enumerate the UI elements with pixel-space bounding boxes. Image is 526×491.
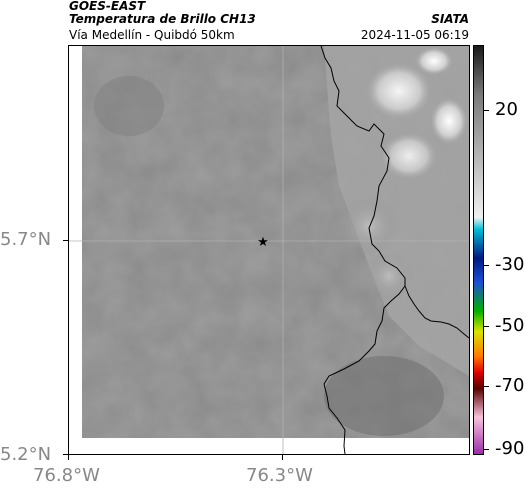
x-tick-label: 76.3°W: [246, 465, 313, 486]
colorbar-label: -50: [495, 315, 525, 336]
organization-label: SIATA: [431, 12, 469, 26]
x-tick-mark: [68, 455, 69, 460]
colorbar-label: -30: [495, 254, 525, 275]
y-tick-label: 5.7°N: [0, 229, 52, 250]
no-data-strip-bottom: [69, 438, 469, 454]
timestamp-label: 2024-11-05 06:19: [360, 28, 469, 42]
no-data-strip-left: [69, 46, 82, 454]
region-subtitle: Vía Medellín - Quibdó 50km: [69, 28, 235, 42]
cloud-cell: [379, 131, 439, 181]
colorbar-label: -70: [495, 375, 525, 396]
y-tick-mark: [63, 240, 68, 241]
y-tick-label: 5.2°N: [0, 444, 52, 465]
map-panel[interactable]: ★: [68, 45, 470, 455]
y-tick-mark: [63, 454, 68, 455]
colorbar-tick: [484, 449, 489, 450]
cloud-cell: [364, 251, 414, 301]
x-tick-label: 76.8°W: [33, 465, 100, 486]
colorbar-tick: [484, 110, 489, 111]
cloud-cell: [414, 46, 454, 76]
cloud-cell: [429, 96, 469, 146]
colorbar-label: -90: [495, 438, 525, 459]
colorbar-label: 20: [495, 99, 518, 120]
temperature-colorbar: [473, 45, 484, 455]
colorbar-tick: [484, 265, 489, 266]
cloud-cell: [364, 61, 434, 121]
dark-patch: [94, 76, 164, 136]
x-tick-mark: [282, 455, 283, 460]
dark-patch: [324, 356, 444, 436]
department-boundary: [320, 46, 406, 454]
colorbar-tick: [484, 386, 489, 387]
cloud-cell: [339, 196, 399, 256]
river-line: [404, 285, 469, 339]
satellite-title: GOES-EAST: [69, 0, 146, 13]
colorbar-tick: [484, 326, 489, 327]
product-title: Temperatura de Brillo CH13: [69, 12, 256, 26]
map-canvas: ★: [69, 46, 469, 454]
star-icon: ★: [257, 235, 269, 250]
